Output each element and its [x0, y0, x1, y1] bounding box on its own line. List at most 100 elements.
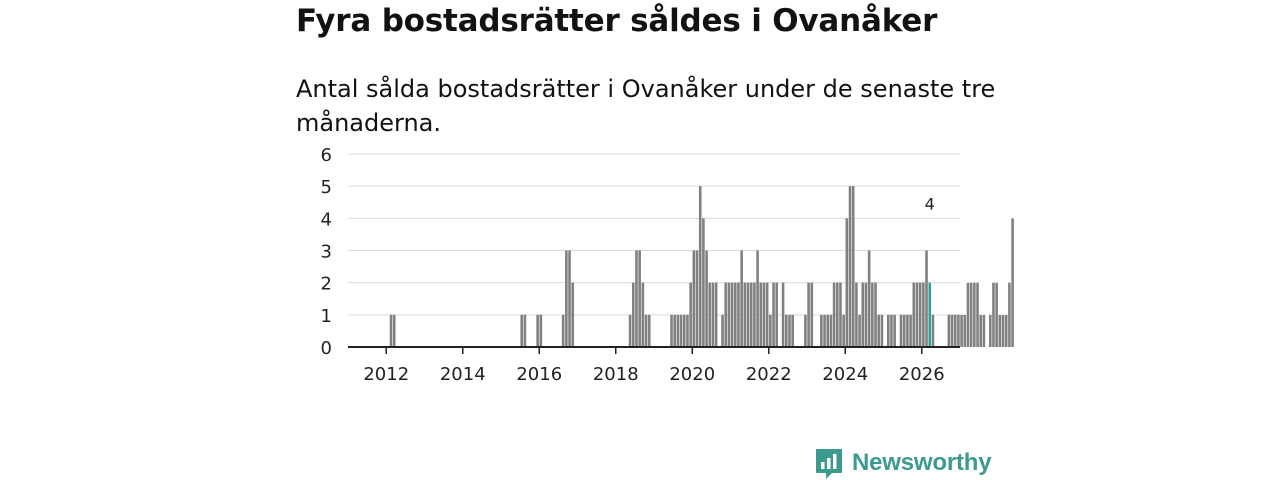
- bar: [631, 282, 635, 347]
- bar: [775, 282, 779, 347]
- x-tick-label: 2024: [822, 364, 868, 385]
- x-tick-label: 2022: [746, 364, 792, 385]
- newsworthy-logo[interactable]: Newsworthy: [814, 446, 992, 480]
- bar: [1004, 314, 1008, 347]
- bar: [561, 314, 565, 347]
- bar: [922, 282, 925, 347]
- x-tick-label: 2018: [593, 364, 639, 385]
- bar: [781, 282, 785, 347]
- tick-labels: 0 1 2 3 4 5 6 4 2012 2014 2016 2018 2020 2022 2024 2026: [321, 145, 945, 385]
- bars: [389, 186, 1014, 347]
- bar: [733, 282, 737, 347]
- bar: [536, 314, 539, 347]
- bar: [823, 314, 826, 347]
- bar: [982, 314, 986, 347]
- bar: [925, 250, 928, 347]
- bar: [810, 282, 814, 347]
- bar: [909, 314, 912, 347]
- highlight-bar: [928, 282, 931, 347]
- bar: [730, 282, 734, 347]
- bar: [826, 314, 830, 347]
- bar: [727, 282, 731, 347]
- bar: [711, 282, 715, 347]
- bar: [772, 282, 775, 347]
- bar: [749, 282, 753, 347]
- y-tick-label: 0: [321, 338, 332, 359]
- y-tick-label: 1: [321, 306, 332, 327]
- bar: [864, 282, 868, 347]
- bar: [988, 314, 992, 347]
- bar: [682, 314, 686, 347]
- bar: [647, 314, 651, 347]
- bar: [692, 250, 696, 347]
- x-tick-label: 2026: [899, 364, 945, 385]
- bar: [842, 314, 845, 347]
- bar: [880, 314, 884, 347]
- x-tick-label: 2014: [440, 364, 486, 385]
- bar: [867, 250, 871, 347]
- bar: [759, 282, 763, 347]
- bar: [784, 314, 788, 347]
- bar: [899, 314, 903, 347]
- bar: [829, 314, 833, 347]
- bar: [1001, 314, 1005, 347]
- bar: [689, 282, 692, 347]
- bar: [973, 282, 976, 347]
- bar: [807, 282, 810, 347]
- bar: [902, 314, 906, 347]
- x-tick-label: 2016: [516, 364, 562, 385]
- bar: [953, 314, 957, 347]
- bar: [644, 314, 648, 347]
- bar: [673, 314, 677, 347]
- bar: [670, 314, 673, 347]
- bar: [835, 282, 839, 347]
- bar: [724, 282, 728, 347]
- bar: [762, 282, 766, 347]
- bar: [992, 282, 995, 347]
- bar: [520, 314, 524, 347]
- bar: [995, 282, 998, 347]
- bar: [389, 314, 393, 347]
- bar: [791, 314, 794, 347]
- bar: [851, 186, 855, 347]
- bar: [979, 314, 983, 347]
- bar: [705, 250, 708, 347]
- bar: [839, 282, 842, 347]
- bar: [874, 282, 877, 347]
- bar: [740, 250, 743, 347]
- bar: [539, 314, 543, 347]
- bar: [877, 314, 881, 347]
- bar: [1011, 218, 1014, 347]
- bar: [743, 282, 747, 347]
- bar: [861, 282, 865, 347]
- bar: [746, 282, 750, 347]
- bar: [858, 314, 861, 347]
- bar: [963, 314, 967, 347]
- bar: [698, 186, 702, 347]
- bar: [915, 282, 919, 347]
- bar: [855, 282, 858, 347]
- bar: [628, 314, 632, 347]
- bar: [918, 282, 922, 347]
- bar: [804, 314, 807, 347]
- chart-subtitle: Antal sålda bostadsrätter i Ovanåker und…: [296, 75, 996, 137]
- newsworthy-logo-icon: [816, 449, 842, 479]
- bar: [769, 314, 772, 347]
- y-tick-label: 2: [321, 274, 332, 295]
- gridlines: [348, 153, 960, 316]
- bar: [912, 282, 916, 347]
- bar: [950, 314, 954, 347]
- bar: [960, 314, 963, 347]
- y-tick-label: 6: [321, 145, 332, 166]
- bar: [886, 314, 890, 347]
- bar: [702, 218, 705, 347]
- bar: [966, 282, 970, 347]
- bar: [998, 314, 1002, 347]
- bar: [820, 314, 823, 347]
- y-tick-label: 4: [321, 209, 332, 230]
- bar: [753, 282, 756, 347]
- bar: [832, 282, 836, 347]
- y-tick-label: 3: [321, 242, 332, 263]
- bar: [1008, 282, 1011, 347]
